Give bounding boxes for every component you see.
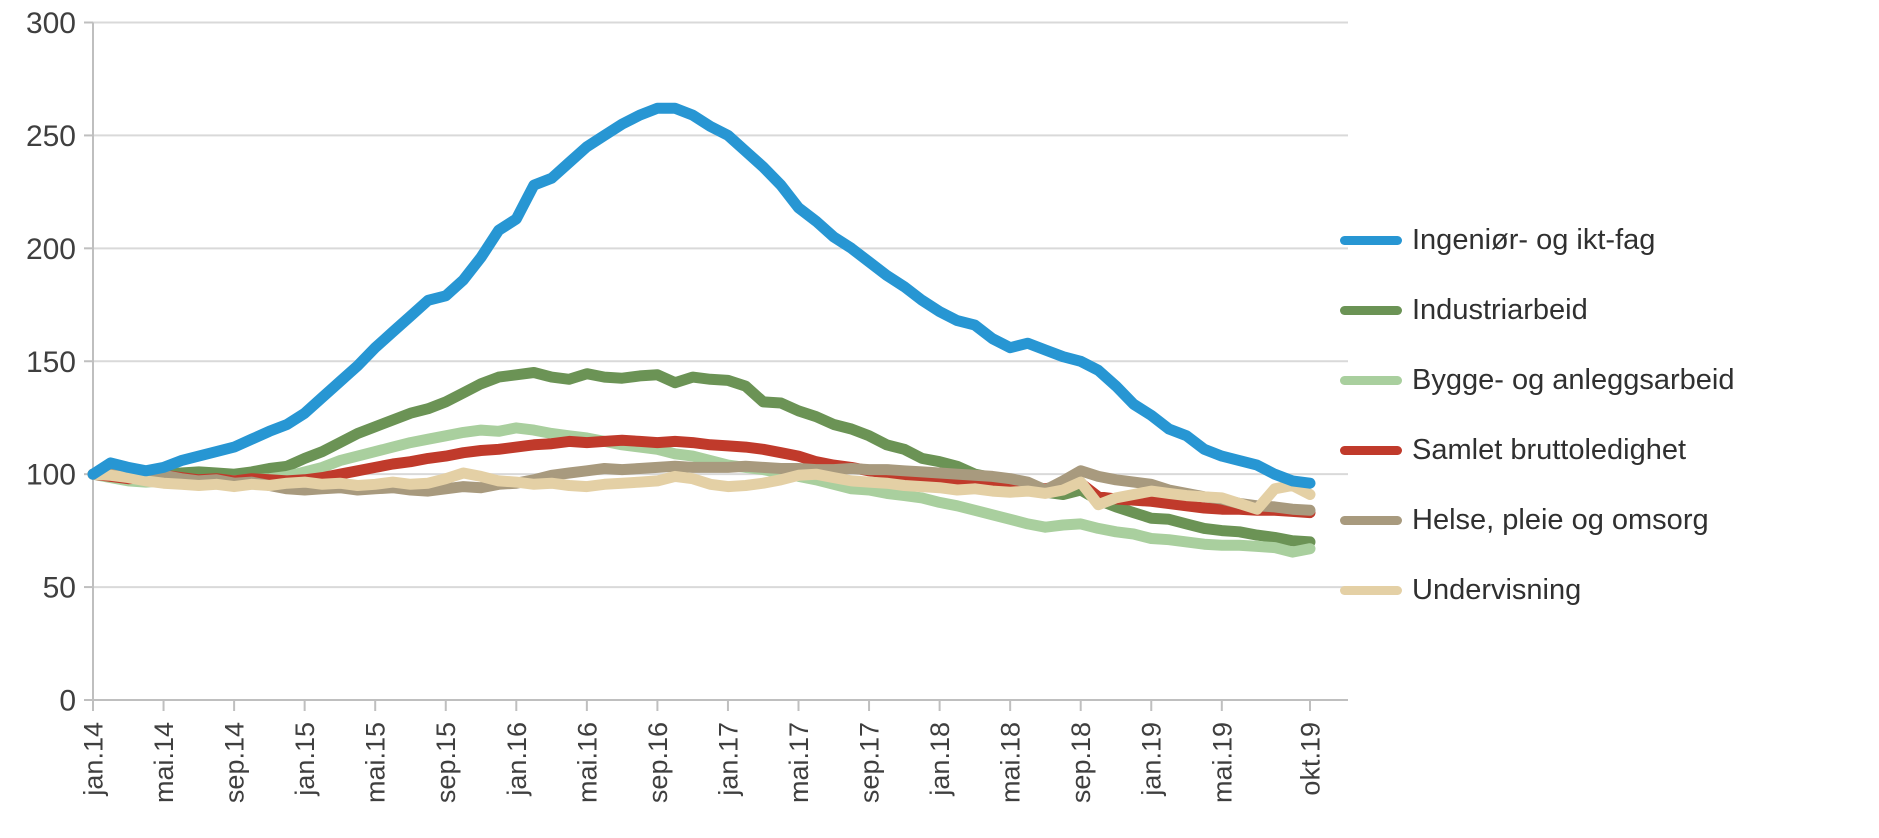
x-tick-label: sep.17: [855, 722, 885, 803]
x-tick-label: jan.16: [502, 722, 532, 797]
legend-line-swatch: [1340, 375, 1402, 385]
x-tick-label: sep.15: [431, 722, 461, 803]
x-tick-label: jan.17: [713, 722, 743, 797]
legend-label: Helse, pleie og omsorg: [1412, 503, 1709, 536]
legend-line-swatch: [1340, 305, 1402, 315]
x-tick-label: sep.16: [643, 722, 673, 803]
x-tick-label: sep.14: [220, 722, 250, 803]
legend-line-swatch: [1340, 585, 1402, 595]
legend-item-bygge-og-anleggsarbeid: Bygge- og anleggsarbeid: [1340, 345, 1734, 415]
x-tick-label: okt.19: [1295, 722, 1325, 796]
y-tick-label: 150: [26, 346, 76, 379]
series-line-ingeni-r-og-ikt-fag: [87, 102, 1316, 489]
series-line-bygge-og-anleggsarbeid: [87, 422, 1316, 558]
legend-label: Undervisning: [1412, 573, 1582, 606]
y-tick-label: 100: [26, 459, 76, 492]
legend-item-undervisning: Undervisning: [1340, 555, 1734, 625]
legend-label: Samlet bruttoledighet: [1412, 433, 1687, 466]
legend-item-helse-pleie-og-omsorg: Helse, pleie og omsorg: [1340, 485, 1734, 555]
x-tick-label: jan.18: [925, 722, 955, 797]
legend-line-swatch: [1340, 445, 1402, 455]
legend-item-industriarbeid: Industriarbeid: [1340, 275, 1734, 345]
x-tick-label: sep.18: [1066, 722, 1096, 803]
x-tick-label: mai.15: [361, 722, 391, 803]
legend-line-swatch: [1340, 515, 1402, 525]
legend-label: Industriarbeid: [1412, 293, 1588, 326]
legend-item-samlet-bruttoledighet: Samlet bruttoledighet: [1340, 415, 1734, 485]
y-tick-label: 0: [59, 685, 76, 718]
legend-label: Bygge- og anleggsarbeid: [1412, 363, 1735, 396]
x-tick-label: mai.19: [1207, 722, 1237, 803]
legend-line-swatch: [1340, 235, 1402, 245]
y-tick-label: 250: [26, 120, 76, 153]
x-tick-label: mai.17: [784, 722, 814, 803]
series-line-undervisning: [87, 467, 1316, 515]
x-tick-label: mai.16: [572, 722, 602, 803]
y-tick-label: 50: [43, 572, 76, 605]
series-line-helse-pleie-og-omsorg: [87, 460, 1316, 516]
y-tick-label: 300: [26, 7, 76, 40]
x-tick-label: jan.15: [290, 722, 320, 797]
x-tick-label: mai.18: [996, 722, 1026, 803]
x-tick-label: jan.19: [1137, 722, 1167, 797]
legend-label: Ingeniør- og ikt-fag: [1412, 223, 1656, 256]
y-tick-label: 200: [26, 233, 76, 266]
legend-item-ingenior-og-ikt-fag: Ingeniør- og ikt-fag: [1340, 205, 1734, 275]
x-tick-label: mai.14: [149, 722, 179, 803]
chart-legend: Ingeniør- og ikt-fag Industriarbeid Bygg…: [1340, 205, 1734, 625]
x-tick-label: jan.14: [78, 722, 108, 797]
